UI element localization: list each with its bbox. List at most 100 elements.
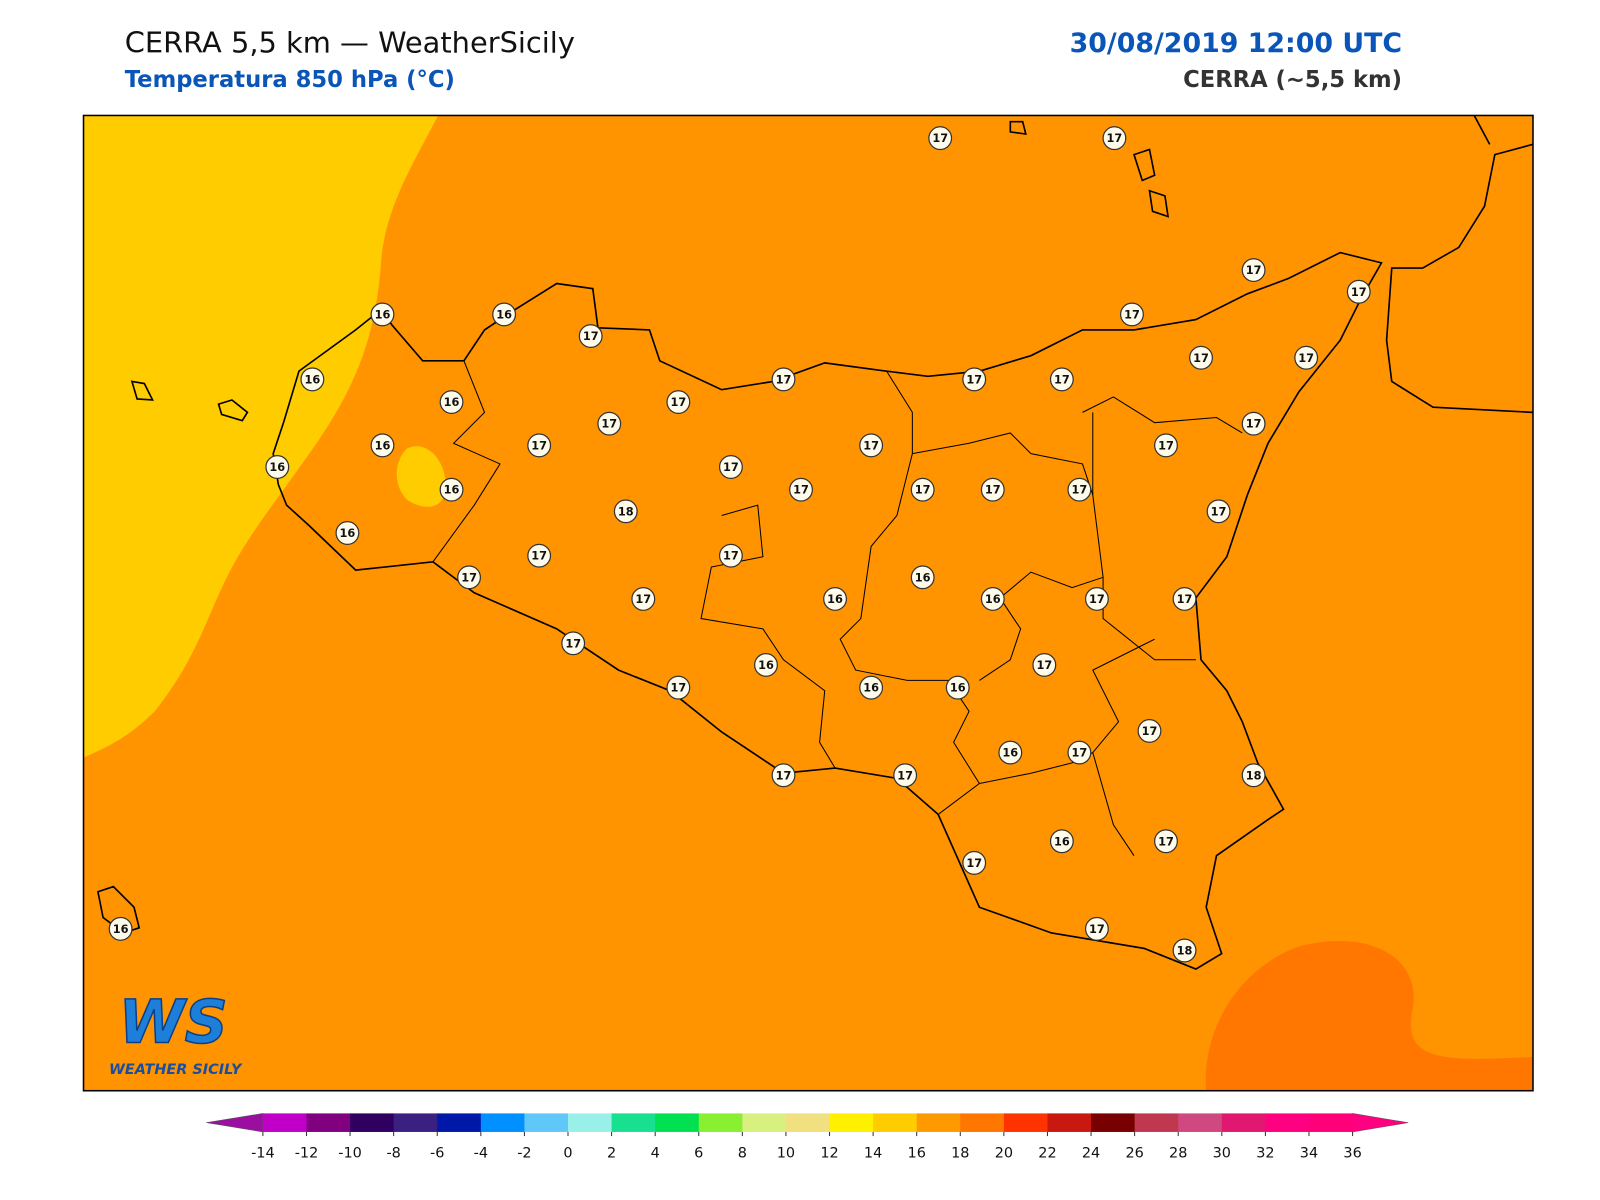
station-marker: [910, 477, 935, 502]
logo-text: WEATHER SICILY: [109, 1062, 243, 1078]
station-marker: [631, 587, 656, 611]
station-marker: [1049, 829, 1074, 854]
colorbar-over: [1352, 1113, 1409, 1133]
colorbar-bin: [262, 1113, 307, 1132]
model: CERRA (~5,5 km): [1183, 67, 1402, 93]
station-marker: [789, 477, 813, 502]
logo: WS WEATHER SICILY: [109, 988, 243, 1079]
station-value: 16: [863, 681, 879, 695]
colorbar-tick-label: 28: [1169, 1146, 1187, 1162]
station-marker: [1032, 652, 1057, 677]
station-marker: [962, 850, 987, 875]
station-marker: [527, 433, 552, 458]
station-value: 17: [1298, 351, 1314, 365]
station-marker: [1241, 763, 1266, 788]
colorbar-bin: [960, 1113, 1005, 1132]
station-value: 17: [776, 372, 792, 386]
colorbar-tick-label: 4: [651, 1146, 660, 1162]
station-value: 17: [1036, 658, 1052, 672]
colorbar-tick-label: 16: [908, 1146, 926, 1162]
colorbar-tick-label: 12: [820, 1146, 838, 1162]
station-value: 18: [1246, 768, 1262, 782]
station-value: 16: [375, 438, 391, 452]
colorbar-bin: [873, 1113, 918, 1132]
colorbar-tick-label: 26: [1125, 1146, 1143, 1162]
station-marker: [754, 652, 778, 677]
station-marker: [859, 675, 884, 700]
colorbar-tick-label: -4: [474, 1146, 488, 1162]
station-value: 17: [565, 636, 581, 650]
station-marker: [492, 302, 517, 327]
colorbar-tick-label: 34: [1300, 1146, 1318, 1162]
station-marker: [1189, 345, 1213, 370]
station-value: 17: [723, 460, 739, 474]
colorbar-bin: [785, 1113, 831, 1132]
station-marker: [108, 916, 133, 941]
colorbar-bin: [1265, 1113, 1310, 1132]
station-value: 17: [1158, 834, 1174, 848]
station-value: 17: [601, 417, 617, 431]
colorbar-bin: [1091, 1113, 1136, 1132]
station-value: 16: [444, 395, 460, 409]
station-marker: [527, 543, 552, 568]
station-marker: [300, 367, 325, 392]
title: CERRA 5,5 km — WeatherSicily: [125, 25, 575, 59]
station-value: 17: [932, 131, 948, 145]
station-value: 16: [1054, 834, 1070, 848]
colorbar-bin: [350, 1113, 395, 1132]
temp-zone: [83, 115, 439, 758]
station-value: 16: [496, 307, 512, 321]
station-value: 16: [444, 483, 460, 497]
station-value: 17: [670, 681, 686, 695]
colorbar-bin: [742, 1113, 787, 1132]
station-value: 16: [827, 592, 843, 606]
colorbar-bin: [655, 1113, 700, 1132]
colorbar-bin: [1047, 1113, 1092, 1132]
station-marker: [945, 675, 970, 700]
colorbar-tick-label: -12: [295, 1146, 319, 1162]
colorbar-tick-label: -10: [338, 1146, 362, 1162]
station-marker: [578, 324, 603, 349]
colorbar-tick-label: 6: [694, 1146, 703, 1162]
colorbar-tick-label: 8: [738, 1146, 747, 1162]
station-value: 17: [1107, 131, 1123, 145]
colorbar-bin: [393, 1113, 438, 1132]
station-marker: [439, 390, 464, 415]
colorbar-tick-label: -8: [386, 1146, 400, 1162]
station-value: 16: [269, 460, 285, 474]
temp-zone: [396, 446, 446, 507]
station-marker: [859, 433, 884, 458]
station-value: 17: [531, 549, 547, 563]
station-marker: [980, 587, 1005, 611]
station-marker: [928, 126, 953, 151]
station-value: 17: [1089, 592, 1105, 606]
station-marker: [1154, 829, 1178, 854]
station-marker: [1067, 477, 1092, 502]
colorbar-tick-label: -2: [517, 1146, 531, 1162]
station-marker: [823, 587, 848, 611]
station-value: 17: [1246, 263, 1262, 277]
station-value: 17: [1193, 351, 1209, 365]
station-marker: [962, 367, 987, 392]
station-value: 16: [915, 570, 931, 584]
temp-zone: [1205, 940, 1533, 1091]
station-value: 17: [1177, 592, 1193, 606]
colorbar-tick-label: 14: [864, 1146, 882, 1162]
station-marker: [265, 455, 290, 479]
colorbar-tick-label: -6: [430, 1146, 444, 1162]
colorbar-bin: [1178, 1113, 1223, 1132]
station-marker: [1172, 587, 1197, 611]
station-marker: [1241, 411, 1266, 436]
station-marker: [1067, 740, 1092, 765]
station-marker: [370, 433, 395, 458]
station-marker: [771, 367, 796, 392]
station-value: 17: [1071, 483, 1087, 497]
station-marker: [666, 675, 691, 700]
colorbar: -14 -12 -10 -8 -6 -4 -2 0 2 4 6 8 10 12 14 16 18 20 22 24 26…: [206, 1113, 1409, 1162]
colorbar-tick-label: 24: [1082, 1146, 1100, 1162]
station-value: 17: [1054, 372, 1070, 386]
colorbar-tick-label: 10: [777, 1146, 795, 1162]
station-marker: [1120, 302, 1144, 327]
station-marker: [718, 455, 743, 479]
datetime: 30/08/2019 12:00 UTC: [1070, 28, 1402, 59]
